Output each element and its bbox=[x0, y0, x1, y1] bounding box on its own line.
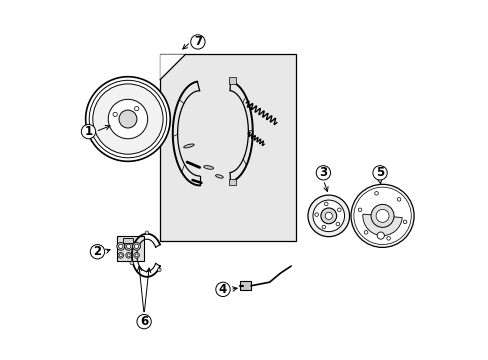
Circle shape bbox=[108, 99, 147, 139]
Text: 3: 3 bbox=[319, 166, 327, 179]
Text: 1: 1 bbox=[84, 125, 92, 138]
Circle shape bbox=[353, 187, 410, 244]
Circle shape bbox=[325, 212, 332, 220]
Text: 5: 5 bbox=[375, 166, 384, 179]
Circle shape bbox=[85, 77, 170, 161]
Circle shape bbox=[133, 252, 139, 258]
Bar bbox=[228, 179, 236, 185]
Circle shape bbox=[89, 80, 166, 158]
Circle shape bbox=[157, 268, 161, 272]
Circle shape bbox=[124, 242, 132, 250]
Circle shape bbox=[374, 192, 378, 195]
Ellipse shape bbox=[215, 175, 223, 178]
Circle shape bbox=[132, 242, 140, 250]
Wedge shape bbox=[362, 214, 402, 235]
Circle shape bbox=[126, 244, 131, 248]
Circle shape bbox=[134, 244, 139, 248]
Circle shape bbox=[312, 200, 344, 231]
Circle shape bbox=[364, 230, 367, 234]
Circle shape bbox=[370, 204, 393, 227]
Circle shape bbox=[125, 252, 131, 258]
Circle shape bbox=[350, 184, 413, 247]
Circle shape bbox=[119, 254, 122, 257]
Circle shape bbox=[372, 166, 386, 180]
Circle shape bbox=[314, 213, 318, 216]
Circle shape bbox=[117, 242, 124, 250]
Circle shape bbox=[215, 282, 230, 297]
Text: 2: 2 bbox=[93, 245, 102, 258]
Circle shape bbox=[81, 125, 96, 139]
Ellipse shape bbox=[203, 166, 213, 169]
Circle shape bbox=[145, 231, 148, 234]
Circle shape bbox=[324, 202, 327, 206]
Ellipse shape bbox=[183, 144, 194, 148]
Circle shape bbox=[322, 225, 325, 229]
Circle shape bbox=[403, 220, 406, 224]
Polygon shape bbox=[160, 54, 185, 80]
Circle shape bbox=[358, 208, 361, 212]
Circle shape bbox=[127, 254, 130, 257]
Circle shape bbox=[93, 84, 163, 154]
Circle shape bbox=[375, 210, 388, 222]
Circle shape bbox=[137, 315, 151, 329]
Text: 6: 6 bbox=[140, 315, 148, 328]
Circle shape bbox=[316, 166, 330, 180]
Circle shape bbox=[307, 195, 349, 237]
Circle shape bbox=[320, 208, 336, 224]
Circle shape bbox=[135, 254, 138, 257]
Circle shape bbox=[119, 244, 122, 248]
Circle shape bbox=[396, 198, 400, 201]
Bar bbox=[160, 54, 296, 241]
Circle shape bbox=[119, 110, 137, 128]
Circle shape bbox=[130, 261, 133, 265]
Text: 7: 7 bbox=[193, 35, 202, 49]
Circle shape bbox=[190, 35, 204, 49]
Circle shape bbox=[118, 252, 123, 258]
Circle shape bbox=[376, 232, 384, 239]
Bar bbox=[228, 77, 236, 84]
Text: 4: 4 bbox=[219, 283, 226, 296]
Circle shape bbox=[113, 112, 117, 117]
Circle shape bbox=[90, 244, 104, 259]
Circle shape bbox=[386, 237, 389, 240]
Circle shape bbox=[134, 107, 139, 111]
Bar bbox=[117, 235, 144, 261]
Bar bbox=[240, 282, 250, 290]
Bar bbox=[122, 238, 133, 243]
Circle shape bbox=[335, 222, 339, 226]
Circle shape bbox=[337, 208, 341, 212]
